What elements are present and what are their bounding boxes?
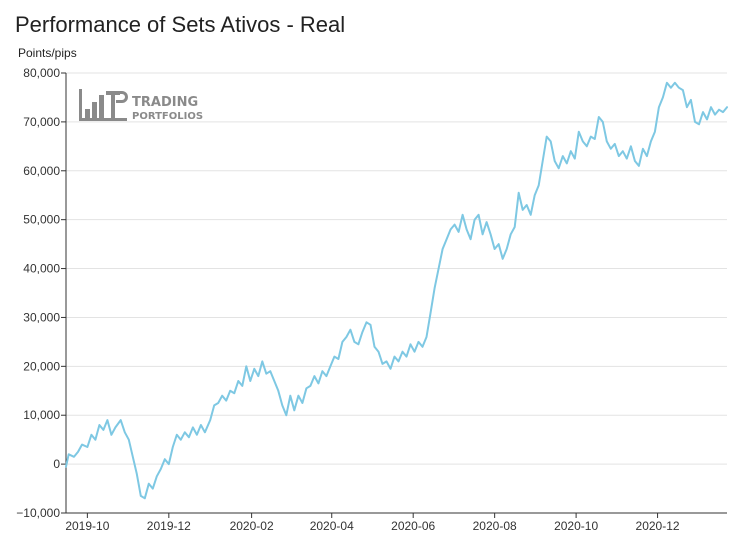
logo-text-trading: TRADING: [132, 95, 198, 110]
grid: [66, 72, 727, 514]
x-tick-label: 2020-04: [310, 519, 354, 533]
y-tick-label: 70,000: [23, 115, 60, 129]
x-tick-label: 2019-12: [147, 519, 191, 533]
y-axis-label: Points/pips: [18, 46, 77, 60]
logo-bars-icon: [79, 89, 128, 121]
axes: [65, 73, 727, 514]
x-tick-label: 2019-10: [65, 519, 109, 533]
y-tick-label: 40,000: [23, 262, 60, 276]
x-tick-label: 2020-06: [391, 519, 435, 533]
series-line: [65, 81, 728, 500]
y-axis-ticks: −10,000 0 10,000 20,000 30,000 40,000 50,000 60…: [16, 66, 66, 520]
x-tick-label: 2020-02: [230, 519, 274, 533]
y-tick-label: 60,000: [23, 164, 60, 178]
logo-text-portfolios: PORTFOLIOS: [132, 111, 203, 122]
x-tick-label: 2020-08: [473, 519, 517, 533]
y-tick-label: 0: [53, 457, 60, 471]
y-tick-label: −10,000: [16, 506, 60, 520]
x-axis-ticks: 2019-10 2019-12 2020-02 2020-04 2020-06 2020-…: [65, 513, 680, 533]
x-tick-label: 2020-12: [636, 519, 680, 533]
chart-title: Performance of Sets Ativos - Real: [15, 12, 346, 37]
trading-portfolios-logo: TRADING PORTFOLIOS: [79, 89, 203, 122]
y-tick-label: 50,000: [23, 213, 60, 227]
y-tick-label: 20,000: [23, 359, 60, 373]
y-tick-label: 10,000: [23, 408, 60, 422]
x-tick-label: 2020-10: [554, 519, 598, 533]
series-group: [65, 81, 728, 500]
y-tick-label: 30,000: [23, 310, 60, 324]
y-tick-label: 80,000: [23, 66, 60, 80]
